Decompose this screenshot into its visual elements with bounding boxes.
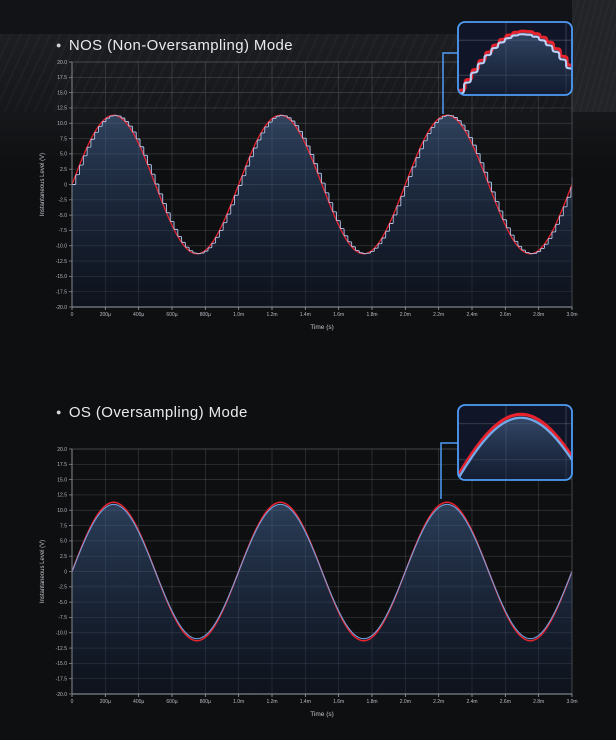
y-tick-label: -17.5 — [56, 676, 68, 682]
x-tick-label: 1.2m — [266, 312, 277, 318]
x-tick-label: 600µ — [166, 699, 177, 705]
y-tick-label: 2.5 — [60, 554, 67, 560]
y-tick-label: -7.5 — [58, 615, 67, 621]
y-tick-label: 20.0 — [57, 447, 67, 453]
y-tick-label: -10.0 — [56, 244, 68, 250]
x-tick-label: 600µ — [166, 312, 177, 318]
chart-title-nos-label: NOS (Non-Oversampling) Mode — [68, 37, 294, 54]
x-tick-label: 1.4m — [300, 699, 311, 705]
chart-title-nos: ● NOS (Non-Oversampling) Mode — [56, 37, 293, 54]
x-tick-label: 800µ — [200, 699, 211, 705]
y-tick-label: 17.5 — [57, 75, 67, 81]
x-tick-label: 2.0m — [400, 699, 411, 705]
os-chart: 0 200µ 400µ 600µ 800µ 1.0m 1.2m 1.4m 1.6m 1.8m 2.0… — [40, 404, 578, 718]
dac-output-line — [71, 503, 573, 640]
x-tick-label: 2.6m — [500, 699, 511, 705]
x-axis-title: Time (s) — [310, 324, 334, 331]
x-tick-label: 2.2m — [433, 699, 444, 705]
x-tick-label: 1.6m — [333, 312, 344, 318]
y-tick-label: -17.5 — [56, 289, 68, 295]
x-tick-label: 200µ — [100, 312, 111, 318]
x-tick-label: 2.2m — [433, 312, 444, 318]
x-tick-label: 800µ — [200, 312, 211, 318]
background-photo-panel-right — [572, 0, 616, 112]
x-tick-label: 1.0m — [233, 312, 244, 318]
y-tick-label: -12.5 — [56, 259, 68, 265]
y-tick-label: 20.0 — [57, 60, 67, 66]
inset-border — [457, 21, 573, 96]
x-tick-label: 1.6m — [333, 699, 344, 705]
x-tick-label: 200µ — [100, 699, 111, 705]
inset-area-fill — [458, 417, 572, 480]
y-tick-label: 5.0 — [60, 152, 67, 158]
x-tick-label: 2.4m — [466, 312, 477, 318]
x-tick-label: 1.0m — [233, 699, 244, 705]
nos-chart: 0 200µ 400µ 600µ 800µ 1.0m 1.2m 1.4m 1.6m 1.8m 2.0… — [40, 21, 578, 331]
inset-ideal-line — [458, 29, 572, 95]
y-tick-label: 5.0 — [60, 539, 67, 545]
y-tick-label: -5.0 — [58, 600, 67, 606]
y-axis-title: Instantaneous Level (V) — [40, 153, 46, 216]
y-tick-label: 7.5 — [60, 523, 67, 529]
chart-title-os: ● OS (Oversampling) Mode — [56, 404, 248, 421]
x-tick-label: 0 — [71, 312, 74, 318]
x-tick-label: 3.0m — [566, 699, 577, 705]
x-tick-label: 1.4m — [300, 312, 311, 318]
x-tick-label: 3.0m — [566, 312, 577, 318]
y-tick-label: 12.5 — [57, 493, 67, 499]
y-tick-label: 10.0 — [57, 121, 67, 127]
y-tick-label: -15.0 — [56, 661, 68, 667]
y-tick-label: 10.0 — [57, 508, 67, 514]
waveform-area-fill — [72, 504, 572, 694]
y-axis-title: Instantaneous Level (V) — [40, 540, 46, 603]
title-bullet-icon: ● — [56, 407, 62, 417]
y-tick-label: -2.5 — [58, 585, 67, 591]
inset-border — [457, 404, 573, 481]
inset-dac-output-line — [458, 416, 572, 480]
chart-title-os-label: OS (Oversampling) Mode — [68, 404, 248, 421]
waveform-area-fill — [72, 115, 572, 307]
y-tick-label: -5.0 — [58, 213, 67, 219]
x-tick-label: 2.4m — [466, 699, 477, 705]
x-axis-title: Time (s) — [310, 711, 334, 718]
x-tick-label: 2.0m — [400, 312, 411, 318]
y-tick-label: 15.0 — [57, 477, 67, 483]
y-tick-label: -20.0 — [56, 692, 68, 698]
inset-area-fill — [458, 31, 572, 95]
x-tick-label: 400µ — [133, 699, 144, 705]
y-tick-label: 17.5 — [57, 462, 67, 468]
x-tick-label: 400µ — [133, 312, 144, 318]
y-tick-label: -2.5 — [58, 198, 67, 204]
y-tick-label: 15.0 — [57, 90, 67, 96]
x-tick-label: 2.8m — [533, 312, 544, 318]
inset-zoom-view — [458, 22, 572, 95]
x-tick-label: 1.8m — [366, 312, 377, 318]
y-tick-label: 0 — [64, 182, 67, 188]
x-tick-label: 1.8m — [366, 699, 377, 705]
inset-connector-line — [442, 52, 458, 114]
title-bullet-icon: ● — [56, 40, 62, 50]
x-tick-label: 2.6m — [500, 312, 511, 318]
inset-zoom-view — [458, 405, 572, 480]
ideal-signal-line — [71, 114, 573, 255]
y-tick-label: -15.0 — [56, 274, 68, 280]
y-tick-label: -10.0 — [56, 631, 68, 637]
y-tick-label: 2.5 — [60, 167, 67, 173]
y-tick-label: -20.0 — [56, 305, 68, 311]
x-tick-label: 1.2m — [266, 699, 277, 705]
y-tick-label: -7.5 — [58, 228, 67, 234]
y-tick-label: 7.5 — [60, 136, 67, 142]
y-tick-label: -12.5 — [56, 646, 68, 652]
inset-ideal-line — [458, 412, 572, 480]
y-tick-label: 12.5 — [57, 106, 67, 112]
inset-connector-line — [440, 442, 458, 499]
inset-dac-output-line — [458, 33, 572, 95]
y-tick-label: 0 — [64, 569, 67, 575]
x-tick-label: 0 — [71, 699, 74, 705]
x-tick-label: 2.8m — [533, 699, 544, 705]
dac-output-line — [72, 114, 573, 255]
